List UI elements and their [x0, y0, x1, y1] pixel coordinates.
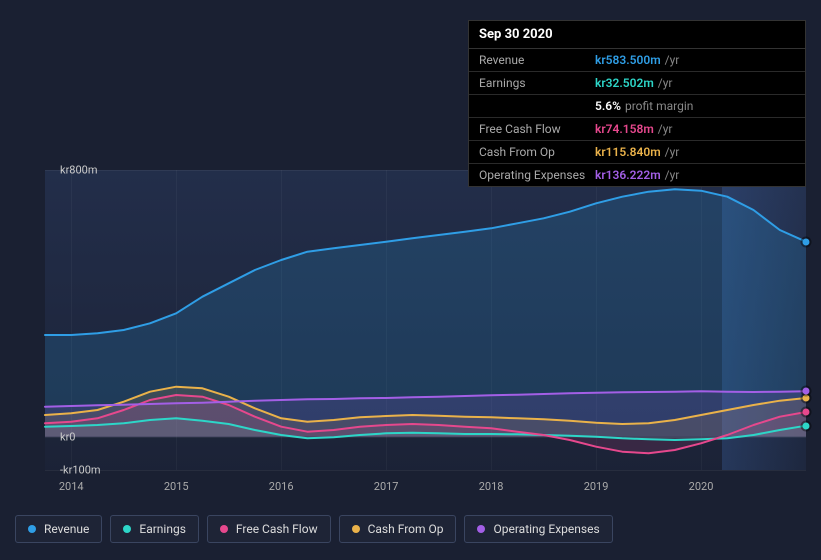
legend-color-dot: [477, 525, 485, 533]
series-end-marker: [803, 388, 810, 395]
plot-area[interactable]: kr800mkr0-kr100m: [45, 170, 806, 470]
legend-label: Operating Expenses: [493, 522, 599, 536]
tooltip-row-label: Cash From Op: [479, 145, 595, 159]
chart-legend: Revenue Earnings Free Cash Flow Cash From O…: [15, 515, 613, 543]
chart-svg: [45, 170, 806, 470]
tooltip-row-label: Free Cash Flow: [479, 122, 595, 136]
tooltip-row-label: Earnings: [479, 76, 595, 90]
x-axis-tick: 2014: [59, 480, 84, 493]
y-axis-label: -kr100m: [50, 464, 60, 477]
tooltip-row: Revenuekr583.500m/yr: [469, 49, 805, 72]
series-end-marker: [803, 395, 810, 402]
tooltip-row-suffix: /yr: [665, 53, 680, 67]
legend-item[interactable]: Earnings: [110, 515, 199, 543]
tooltip-row-label: Operating Expenses: [479, 168, 595, 182]
x-axis: 2014 2015 2016 2017 2018 2019 2020: [45, 480, 806, 500]
tooltip-row-label: [479, 99, 595, 113]
series-end-marker: [803, 409, 810, 416]
tooltip-row: Cash From Opkr115.840m/yr: [469, 141, 805, 164]
legend-item[interactable]: Operating Expenses: [464, 515, 612, 543]
x-axis-tick: 2017: [374, 480, 399, 493]
legend-item[interactable]: Revenue: [15, 515, 102, 543]
tooltip-row-value: kr583.500m: [595, 53, 661, 67]
x-axis-tick: 2016: [269, 480, 294, 493]
gridline-horizontal: [45, 470, 806, 471]
legend-color-dot: [28, 525, 36, 533]
legend-item[interactable]: Free Cash Flow: [207, 515, 331, 543]
data-tooltip: Sep 30 2020 Revenuekr583.500m/yrEarnings…: [468, 20, 806, 187]
tooltip-row: Free Cash Flowkr74.158m/yr: [469, 118, 805, 141]
tooltip-row-value: kr32.502m: [595, 76, 654, 90]
tooltip-row-suffix: profit margin: [625, 99, 693, 113]
tooltip-row-label: Revenue: [479, 53, 595, 67]
y-axis-label: kr0: [50, 430, 60, 443]
tooltip-row: Operating Expenseskr136.222m/yr: [469, 164, 805, 186]
tooltip-row: Earningskr32.502m/yr: [469, 72, 805, 95]
x-axis-tick: 2020: [689, 480, 714, 493]
legend-label: Free Cash Flow: [236, 522, 318, 536]
tooltip-row-suffix: /yr: [665, 145, 680, 159]
tooltip-row: 5.6% profit margin: [469, 95, 805, 118]
legend-color-dot: [352, 525, 360, 533]
tooltip-row-value: kr115.840m: [595, 145, 661, 159]
tooltip-row-value: kr136.222m: [595, 168, 661, 182]
x-axis-tick: 2018: [479, 480, 504, 493]
legend-color-dot: [220, 525, 228, 533]
tooltip-row-suffix: /yr: [658, 122, 673, 136]
series-end-marker: [803, 422, 810, 429]
x-axis-tick: 2015: [164, 480, 189, 493]
tooltip-row-suffix: /yr: [665, 168, 680, 182]
legend-label: Earnings: [139, 522, 186, 536]
financials-chart: kr800m kr0 -kr100m: [15, 155, 806, 475]
legend-color-dot: [123, 525, 131, 533]
tooltip-row-suffix: /yr: [658, 76, 673, 90]
tooltip-date: Sep 30 2020: [469, 21, 805, 49]
x-axis-tick: 2019: [584, 480, 609, 493]
legend-label: Cash From Op: [368, 522, 444, 536]
tooltip-row-value: kr74.158m: [595, 122, 654, 136]
legend-label: Revenue: [44, 522, 89, 536]
legend-item[interactable]: Cash From Op: [339, 515, 457, 543]
tooltip-row-value: 5.6%: [595, 99, 621, 113]
series-end-marker: [803, 238, 810, 245]
y-axis-label: kr800m: [50, 164, 60, 177]
